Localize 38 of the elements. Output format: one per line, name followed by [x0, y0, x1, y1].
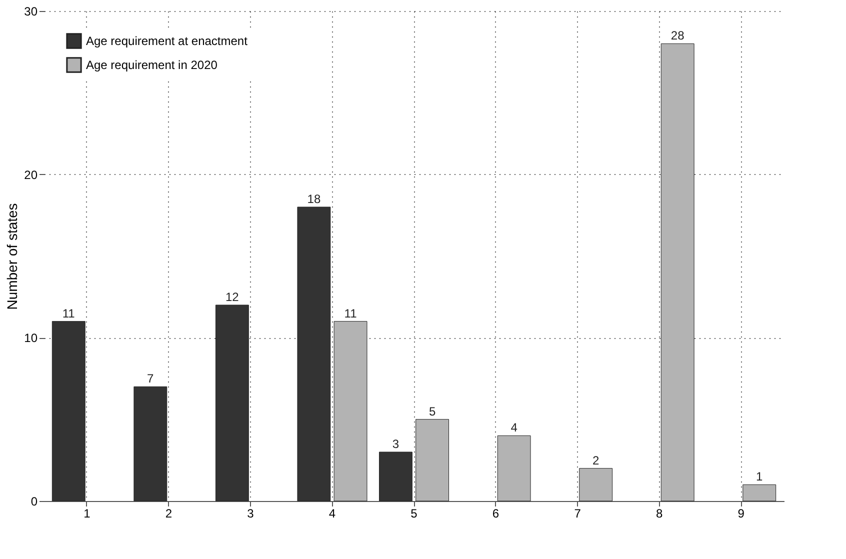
data-label: 4	[510, 420, 518, 435]
bar	[297, 206, 331, 502]
y-tick-label: 20	[24, 168, 38, 182]
bar	[497, 435, 531, 502]
x-tick-label: 1	[84, 506, 91, 520]
bar	[579, 468, 613, 502]
data-label: 11	[344, 306, 358, 320]
bar	[416, 419, 449, 502]
x-tick-label: 9	[738, 506, 745, 520]
x-tick-label: 4	[328, 506, 336, 520]
data-label: 5	[428, 404, 436, 418]
data-label: 12	[225, 290, 240, 304]
x-tick-label: 2	[165, 506, 172, 520]
bar	[334, 321, 368, 502]
bar	[660, 43, 694, 502]
y-axis-title: Number of states	[4, 203, 20, 310]
y-tick-label: 30	[24, 4, 38, 18]
data-label: 11	[62, 306, 76, 320]
legend-label: Age requirement in 2020	[86, 58, 218, 72]
x-tick-label: 8	[656, 506, 663, 520]
data-label: 2	[592, 453, 600, 468]
data-label: 28	[670, 28, 685, 43]
data-label: 3	[392, 437, 400, 451]
bar	[215, 304, 249, 502]
data-label: 1	[756, 470, 764, 484]
x-tick-label: 5	[410, 506, 418, 520]
x-tick-label: 3	[247, 506, 254, 520]
legend-label: Age requirement at enactment	[86, 34, 248, 48]
bar	[134, 386, 168, 502]
y-tick-label: 10	[24, 331, 38, 346]
bar	[379, 452, 412, 502]
data-label: 7	[147, 372, 154, 386]
x-tick-label: 7	[574, 506, 582, 520]
bar	[52, 321, 86, 502]
x-tick-label: 6	[492, 506, 500, 520]
y-tick-label: 0	[30, 494, 38, 508]
data-label: 18	[307, 192, 321, 206]
bar	[742, 484, 776, 502]
